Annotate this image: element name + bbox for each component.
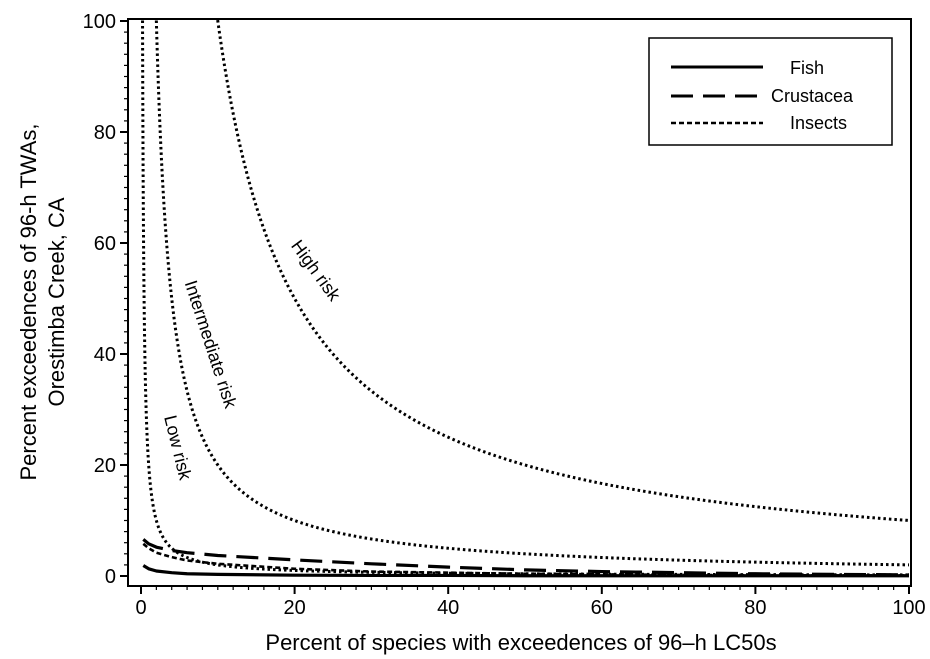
- y-tick-label: 40: [94, 344, 116, 366]
- legend-crustacea-label: Crustacea: [771, 86, 854, 106]
- y-axis-title-line-2: Orestimba Creek, CA: [44, 197, 69, 406]
- x-tick-label: 100: [892, 597, 925, 619]
- x-tick-label: 20: [283, 597, 305, 619]
- intermediate-risk-label: Intermediate risk: [181, 278, 241, 412]
- x-tick-label: 0: [135, 597, 146, 619]
- legend-fish-label: Fish: [790, 58, 824, 78]
- series-line-insects: [142, 542, 909, 577]
- y-axis-title-line-1: Percent exceedences of 96-h TWAs,: [16, 123, 41, 480]
- legend-box: [648, 37, 893, 146]
- series-line-fish: [142, 564, 909, 578]
- y-tick-label: 100: [83, 11, 116, 33]
- risk-curve-3: [216, 19, 910, 522]
- risk-curve-2: [154, 19, 910, 567]
- curves-layer: [141, 19, 910, 578]
- x-tick-label: 80: [744, 597, 766, 619]
- y-axis-title: Percent exceedences of 96-h TWAs, Oresti…: [16, 123, 69, 480]
- y-tick-label: 20: [94, 455, 116, 477]
- y-tick-label: 0: [105, 566, 116, 588]
- legend-insects-label: Insects: [790, 113, 847, 133]
- x-tick-label: 40: [437, 597, 459, 619]
- series-line-crustacea: [142, 538, 910, 577]
- y-tick-label: 80: [94, 122, 116, 144]
- x-tick-label: 60: [591, 597, 613, 619]
- legend: Fish Crustacea Insects: [648, 37, 893, 146]
- plot-frame: [127, 18, 912, 587]
- risk-labels: Low risk Intermediate risk High risk: [160, 236, 345, 483]
- y-tick-label: 60: [94, 233, 116, 255]
- x-axis-title: Percent of species with exceedences of 9…: [265, 630, 776, 655]
- high-risk-label: High risk: [287, 236, 345, 305]
- axis-ticks: 0 20 40 60 80 100 0 20 40 60 80 100: [83, 11, 926, 619]
- low-risk-label: Low risk: [160, 413, 196, 483]
